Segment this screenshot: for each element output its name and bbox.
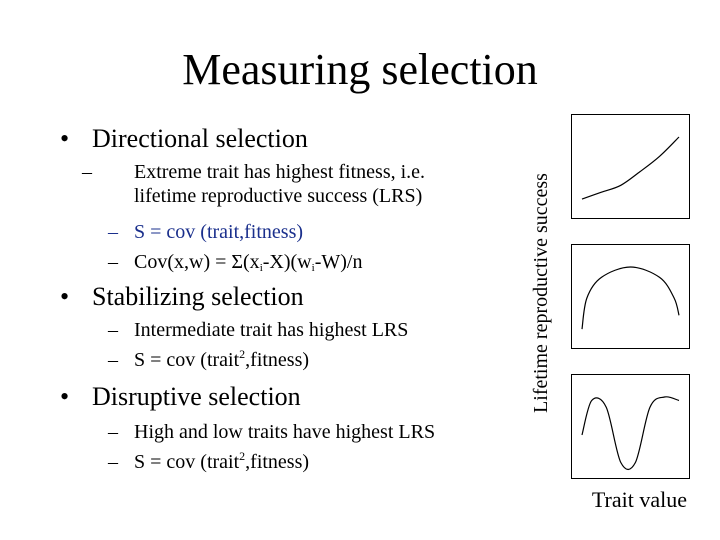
- bullet-disruptive-label: Disruptive selection: [92, 382, 301, 411]
- formula-part-1: Cov(x,w) = Σ(x: [134, 251, 260, 273]
- formula-part-2: -X)(w: [263, 251, 312, 273]
- directional-selection-panel: [571, 114, 690, 219]
- disruptive-fitness-curve: [582, 397, 679, 470]
- stabilizing-selection-panel: [571, 244, 690, 349]
- dash-glyph: –: [108, 450, 134, 474]
- bullet-stabilizing-label: Stabilizing selection: [92, 282, 304, 311]
- dash-glyph: –: [108, 318, 134, 342]
- stabilizing-curve-plot: [572, 245, 689, 348]
- s-cov-trait2-part1: S = cov (trait: [134, 451, 239, 473]
- dash-glyph: –: [108, 220, 134, 244]
- bullet-glyph: •: [60, 124, 92, 154]
- disruptive-curve-plot: [572, 375, 689, 478]
- s-cov-trait2-part2: ,fitness): [245, 349, 309, 371]
- disruptive-selection-panel: [571, 374, 690, 479]
- bullet-directional: • Directional selection: [60, 124, 308, 154]
- bullet-glyph: •: [60, 282, 92, 312]
- formula-part-3: -W)/n: [315, 251, 363, 273]
- bullet-glyph: •: [60, 382, 92, 412]
- extreme-trait-line1: Extreme trait has highest fitness, i.e.: [134, 161, 425, 183]
- dash-glyph: –: [108, 160, 134, 184]
- s-cov-trait2-part1: S = cov (trait: [134, 349, 239, 371]
- sub-bullet-cov-formula: – Cov(x,w) = Σ(xi-X)(wi-W)/n: [108, 250, 362, 274]
- directional-fitness-curve: [582, 137, 679, 199]
- s-cov-trait-text: S = cov (trait,fitness): [134, 221, 303, 243]
- directional-curve-plot: [572, 115, 689, 218]
- high-low-traits-text: High and low traits have highest LRS: [134, 421, 435, 443]
- sub-bullet-high-low-traits: – High and low traits have highest LRS: [108, 420, 435, 444]
- bullet-stabilizing: • Stabilizing selection: [60, 282, 304, 312]
- intermediate-trait-text: Intermediate trait has highest LRS: [134, 319, 408, 341]
- bullet-directional-label: Directional selection: [92, 124, 308, 153]
- dash-glyph: –: [108, 348, 134, 372]
- sub-bullet-s-cov-trait: – S = cov (trait,fitness): [108, 220, 303, 244]
- x-axis-label: Trait value: [592, 487, 687, 513]
- s-cov-trait2-part2: ,fitness): [245, 451, 309, 473]
- sub-bullet-s-cov-trait2-disruptive: – S = cov (trait2,fitness): [108, 450, 309, 474]
- y-axis-label: Lifetime reproductive success: [530, 173, 552, 413]
- bullet-disruptive: • Disruptive selection: [60, 382, 301, 412]
- dash-glyph: –: [108, 250, 134, 274]
- sub-bullet-intermediate-trait: – Intermediate trait has highest LRS: [108, 318, 408, 342]
- sub-bullet-extreme-trait: – Extreme trait has highest fitness, i.e.…: [108, 160, 425, 208]
- extreme-trait-line2: lifetime reproductive success (LRS): [134, 185, 422, 207]
- stabilizing-fitness-curve: [582, 267, 679, 329]
- slide-title: Measuring selection: [0, 44, 720, 96]
- dash-glyph: –: [108, 420, 134, 444]
- sub-bullet-s-cov-trait2-stabilizing: – S = cov (trait2,fitness): [108, 348, 309, 372]
